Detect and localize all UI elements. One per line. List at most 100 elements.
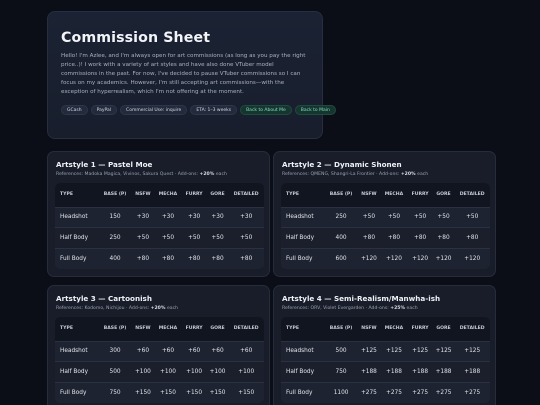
back-to-about-link[interactable]: Back to About Me: [240, 104, 292, 115]
col-detailed: DETAILED: [454, 183, 490, 207]
table-cell: +80: [454, 227, 490, 248]
table-cell: Half Body: [55, 227, 99, 248]
col-type: TYPE: [281, 183, 325, 207]
col-gore: GORE: [432, 183, 455, 207]
table-cell: +150: [228, 381, 264, 403]
table-cell: +50: [154, 227, 182, 248]
table-row: Half Body 250 +50 +50 +50 +50 +50: [55, 227, 264, 248]
card-references: References: ORV, Violet Evergarden · Add…: [282, 306, 488, 311]
table-cell: +60: [228, 340, 264, 362]
table-cell: +150: [181, 381, 207, 403]
col-gore: GORE: [206, 183, 229, 207]
table-cell: Headshot: [55, 206, 99, 228]
table-cell: Full Body: [55, 381, 99, 403]
artstyle-card-4: Artstyle 4 — Semi-Realism/Manwha-ish Ref…: [273, 285, 496, 405]
table-row: Half Body 400 +80 +80 +80 +80 +80: [281, 227, 490, 248]
card-title: Artstyle 2 — Dynamic Shonen: [282, 160, 402, 169]
table-cell: 250: [98, 227, 132, 248]
table-cell: +188: [357, 361, 381, 382]
card-title: Artstyle 1 — Pastel Moe: [56, 160, 153, 169]
table-cell: +188: [407, 361, 433, 382]
text: References: Madoka Magica, Vivinos, Saku…: [56, 172, 200, 177]
col-detailed: DETAILED: [228, 183, 264, 207]
table-cell: +100: [228, 361, 264, 382]
col-gore: GORE: [206, 317, 229, 341]
table-cell: +275: [357, 381, 381, 403]
table-cell: +80: [206, 247, 229, 269]
col-detailed: DETAILED: [454, 317, 490, 341]
col-nsfw: NSFW: [357, 183, 381, 207]
card-references: References: QMENG, Shangri-La Frontier ·…: [282, 172, 488, 177]
table-cell: +125: [380, 340, 408, 362]
text: +20%: [150, 306, 166, 311]
table-cell: 500: [324, 340, 358, 362]
col-mecha: MECHA: [154, 317, 182, 341]
page-title: Commission Sheet: [61, 30, 211, 46]
table-cell: Half Body: [281, 361, 325, 382]
chip-gcash: GCash: [61, 104, 88, 115]
col-mecha: MECHA: [380, 183, 408, 207]
col-furry: FURRY: [407, 183, 433, 207]
table-cell: +80: [407, 227, 433, 248]
table-cell: 500: [98, 361, 132, 382]
text: References: Kodomo, Nichijou · Add-ons:: [56, 306, 151, 311]
table-cell: +80: [357, 227, 381, 248]
intro-text: Hello! I'm Azlee, and I'm always open fo…: [61, 53, 306, 95]
table-cell: +60: [206, 340, 229, 362]
chip-row: GCash PayPal Commercial Use: inquire ETA…: [61, 104, 336, 115]
table-cell: Full Body: [55, 247, 99, 269]
chip-eta: ETA: 1–3 weeks: [190, 104, 238, 115]
table-cell: +125: [357, 340, 381, 362]
table-cell: +80: [432, 227, 455, 248]
text: References: ORV, Violet Evergarden · Add…: [282, 306, 391, 311]
price-table: TYPE BASE (P) NSFW MECHA FURRY GORE DETAILED H…: [55, 183, 264, 269]
table-cell: +100: [154, 361, 182, 382]
text: +20%: [199, 172, 215, 177]
back-to-main-link[interactable]: Back to Main: [294, 104, 336, 115]
table-cell: Headshot: [281, 206, 325, 228]
table-cell: +125: [407, 340, 433, 362]
table-cell: +188: [432, 361, 455, 382]
text: +25%: [390, 306, 406, 311]
chip-commercial-use: Commercial Use: inquire: [120, 104, 188, 115]
col-base: BASE (P): [324, 183, 358, 207]
table-row: Full Body 750 +150 +150 +150 +150 +150: [55, 381, 264, 403]
table-cell: +30: [131, 206, 155, 228]
table-cell: +120: [432, 247, 455, 269]
table-cell: 750: [98, 381, 132, 403]
table-row: Full Body 1100 +275 +275 +275 +275 +275: [281, 381, 490, 403]
artstyle-card-1: Artstyle 1 — Pastel Moe References: Mado…: [47, 151, 270, 277]
table-cell: 600: [324, 247, 358, 269]
table-cell: 250: [324, 206, 358, 228]
table-cell: +120: [407, 247, 433, 269]
table-cell: +50: [206, 227, 229, 248]
table-cell: Full Body: [281, 247, 325, 269]
text: +20%: [400, 172, 416, 177]
table-cell: +30: [206, 206, 229, 228]
table-cell: +30: [154, 206, 182, 228]
price-table: TYPE BASE (P) NSFW MECHA FURRY GORE DETAILED H…: [281, 317, 490, 403]
table-cell: +80: [380, 227, 408, 248]
price-table: TYPE BASE (P) NSFW MECHA FURRY GORE DETAILED H…: [55, 317, 264, 403]
table-row: Headshot 150 +30 +30 +30 +30 +30: [55, 206, 264, 228]
col-nsfw: NSFW: [357, 317, 381, 341]
table-cell: +50: [131, 227, 155, 248]
text: each: [165, 306, 179, 311]
col-base: BASE (P): [98, 317, 132, 341]
table-cell: +188: [380, 361, 408, 382]
text: each: [415, 172, 429, 177]
col-furry: FURRY: [181, 317, 207, 341]
table-cell: +275: [454, 381, 490, 403]
col-nsfw: NSFW: [131, 183, 155, 207]
table-cell: +120: [357, 247, 381, 269]
col-nsfw: NSFW: [131, 317, 155, 341]
table-cell: +30: [181, 206, 207, 228]
table-cell: +50: [228, 227, 264, 248]
table-cell: +50: [407, 206, 433, 228]
text: References: QMENG, Shangri-La Frontier ·…: [282, 172, 401, 177]
table-cell: +80: [228, 247, 264, 269]
table-cell: +50: [432, 206, 455, 228]
table-cell: 1100: [324, 381, 358, 403]
col-type: TYPE: [55, 183, 99, 207]
